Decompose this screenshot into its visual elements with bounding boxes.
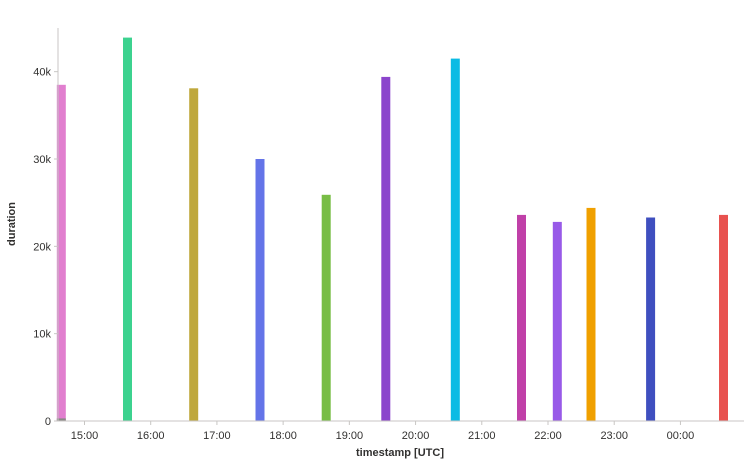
- y-tick-label: 30k: [33, 154, 51, 166]
- bar-1[interactable]: [56, 418, 66, 421]
- bar-7[interactable]: [450, 58, 460, 421]
- bar-12[interactable]: [719, 214, 728, 421]
- bar-9[interactable]: [552, 221, 562, 421]
- bar-4[interactable]: [255, 159, 265, 421]
- y-tick-label: 0: [45, 416, 51, 428]
- bar-2[interactable]: [123, 37, 132, 421]
- x-tick-label: 23:00: [600, 430, 628, 442]
- x-axis-title: timestamp [UTC]: [356, 447, 444, 459]
- y-tick-label: 10k: [33, 329, 51, 341]
- bar-10[interactable]: [586, 207, 596, 421]
- y-axis-title: duration: [6, 202, 18, 246]
- y-tick-label: 40k: [33, 67, 51, 79]
- bar-3[interactable]: [189, 88, 199, 422]
- y-ticks: 0 10k 20k 30k 40k: [33, 67, 58, 428]
- x-tick-label: 22:00: [534, 430, 562, 442]
- y-tick-label: 20k: [33, 241, 51, 253]
- bar-5[interactable]: [321, 194, 331, 421]
- x-tick-label: 00:00: [667, 430, 695, 442]
- x-tick-label: 21:00: [468, 430, 496, 442]
- x-ticks: 15:00 16:00 17:00 18:00 19:00 20:00 21:00 22:00…: [71, 421, 694, 442]
- x-tick-label: 16:00: [137, 430, 165, 442]
- x-tick-label: 15:00: [71, 430, 99, 442]
- x-tick-label: 20:00: [402, 430, 430, 442]
- x-tick-label: 19:00: [336, 430, 364, 442]
- x-tick-label: 18:00: [269, 430, 297, 442]
- bar-11[interactable]: [646, 217, 656, 422]
- bar-8[interactable]: [517, 214, 526, 421]
- bars-layer: [56, 37, 728, 422]
- x-tick-label: 17:00: [203, 430, 231, 442]
- bar-6[interactable]: [381, 76, 391, 422]
- bar-0[interactable]: [56, 84, 66, 422]
